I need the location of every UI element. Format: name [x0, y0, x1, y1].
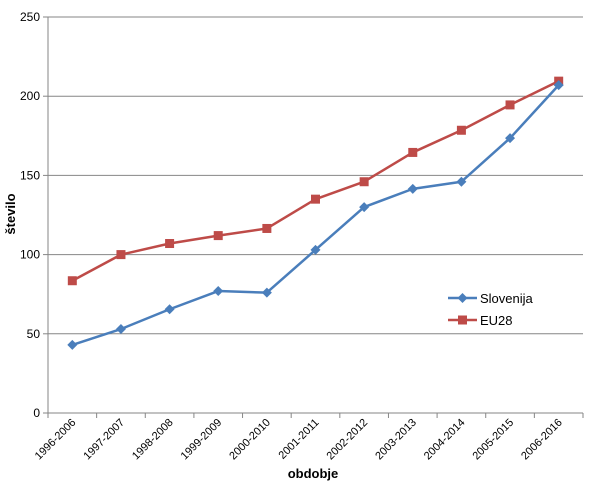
point-slovenija-1998-2008 [164, 304, 175, 315]
x-axis-title: obdobje [288, 466, 339, 481]
y-axis-title: število [3, 193, 18, 234]
x-tick-label-2006-2016: 2006-2016 [519, 417, 565, 463]
point-slovenija-2005-2015 [505, 133, 516, 144]
point-eu28-2005-2015 [505, 100, 515, 110]
x-tick-label-2002-2012: 2002-2012 [325, 417, 371, 463]
data-series [67, 76, 564, 350]
y-axis-ticks: 0 50 100 150 200 250 [20, 10, 48, 420]
point-eu28-1996-2006 [67, 276, 77, 286]
y-tick-label-50: 50 [27, 327, 41, 341]
point-slovenija-2006-2016 [553, 80, 564, 91]
axes [47, 17, 583, 414]
legend-marker-eu28 [458, 315, 467, 325]
point-eu28-2004-2014 [456, 125, 466, 135]
point-slovenija-2001-2011 [310, 244, 321, 255]
x-tick-label-1997-2007: 1997-2007 [81, 417, 127, 463]
point-slovenija-1999-2009 [213, 286, 224, 297]
legend-label-slovenija: Slovenija [480, 291, 534, 306]
x-tick-label-1999-2009: 1999-2009 [179, 417, 225, 463]
point-eu28-2000-2010 [262, 223, 272, 233]
x-axis-ticks: 1996-2006 1997-2007 1998-2008 1999-2009 2000… [33, 413, 584, 463]
point-slovenija-1997-2007 [115, 324, 126, 335]
y-tick-label-100: 100 [20, 248, 40, 262]
y-tick-label-0: 0 [33, 406, 40, 420]
point-slovenija-2004-2014 [456, 176, 467, 187]
legend-label-eu28: EU28 [480, 313, 513, 328]
x-tick-label-2004-2014: 2004-2014 [422, 417, 468, 463]
point-slovenija-1996-2006 [67, 339, 78, 350]
point-eu28-2003-2013 [408, 147, 418, 157]
x-tick-label-1996-2006: 1996-2006 [33, 417, 79, 463]
point-slovenija-2002-2012 [359, 202, 370, 213]
y-tick-label-200: 200 [20, 89, 40, 103]
y-tick-label-150: 150 [20, 168, 40, 182]
point-eu28-1999-2009 [213, 231, 223, 241]
x-tick-label-2003-2013: 2003-2013 [373, 417, 419, 463]
x-tick-label-1998-2008: 1998-2008 [130, 417, 176, 463]
point-eu28-2001-2011 [311, 194, 320, 204]
point-slovenija-2000-2010 [261, 287, 272, 298]
y-tick-label-250: 250 [20, 10, 40, 24]
point-eu28-1998-2008 [165, 239, 175, 249]
x-tick-label-2000-2010: 2000-2010 [227, 417, 273, 463]
point-slovenija-2003-2013 [407, 183, 418, 194]
point-eu28-2002-2012 [359, 177, 369, 187]
x-tick-label-2005-2015: 2005-2015 [470, 417, 516, 463]
legend: Slovenija EU28 [448, 291, 534, 328]
legend-marker-slovenija [457, 293, 468, 303]
gridlines [48, 16, 583, 335]
point-eu28-1997-2007 [116, 250, 126, 260]
x-tick-label-2001-2011: 2001-2011 [277, 417, 322, 462]
